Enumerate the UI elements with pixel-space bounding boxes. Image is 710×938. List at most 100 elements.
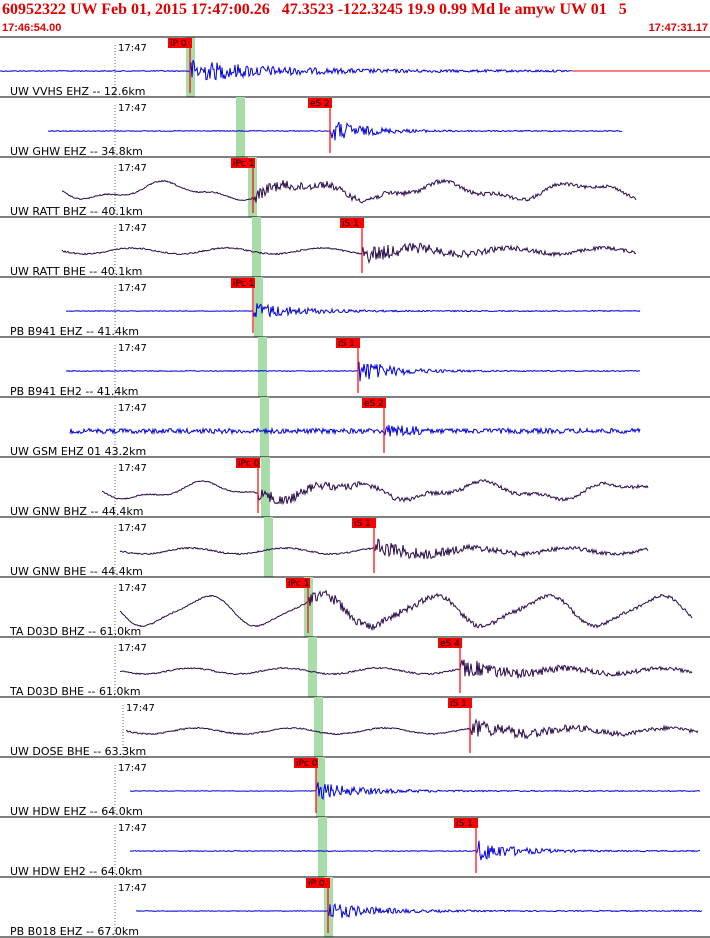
waveform-trace[interactable] (65, 361, 641, 382)
phase-pick-label: iS 1 (354, 519, 371, 529)
trace-row[interactable]: 17:47 iS 1 UW DOSE BHE -- 63.3km (0, 697, 710, 758)
waveform-trace[interactable] (119, 589, 693, 632)
waveform-trace[interactable] (0, 59, 573, 81)
phase-pick-label: iS 1 (338, 339, 355, 349)
trace-row[interactable]: 17:47 eS 2 UW GHW EHZ -- 34.8km (0, 97, 710, 158)
waveform-trace[interactable] (129, 782, 701, 800)
phase-pick-label: eS 2 (310, 99, 330, 109)
station-channel-label: TA D03D BHE -- 61.0km (9, 685, 141, 698)
station-channel-label: UW HDW EH2 -- 64.0km (10, 865, 142, 878)
pick-window-band (254, 277, 263, 337)
waveform-trace[interactable] (66, 303, 641, 318)
phase-pick-marker[interactable] (438, 638, 462, 648)
minute-tick-label: 17:47 (118, 883, 147, 894)
phase-pick-marker[interactable] (454, 818, 478, 828)
phase-pick-marker[interactable] (231, 158, 255, 168)
station-channel-label: UW DOSE BHE -- 63.3km (10, 745, 146, 758)
phase-pick-marker[interactable] (336, 338, 360, 348)
pick-window-band (260, 397, 269, 457)
trace-row[interactable]: 17:47 iPc 1 TA D03D BHZ -- 61.0km (0, 577, 710, 638)
pick-window-band (252, 217, 261, 277)
minute-tick-label: 17:47 (118, 283, 147, 294)
waveform-trace[interactable] (101, 478, 649, 506)
phase-pick-label: iP 0 (170, 39, 187, 49)
trace-row[interactable]: 17:47 iP 0 UW VVHS EHZ -- 12.6km (0, 37, 710, 98)
event-header-title: 60952322 UW Feb 01, 2015 17:47:00.26 47.… (2, 1, 627, 18)
trace-row[interactable]: 17:47 eS 4 TA D03D BHE -- 61.0km (0, 637, 710, 698)
minute-tick-label: 17:47 (118, 763, 147, 774)
phase-pick-marker[interactable] (340, 218, 364, 228)
phase-pick-marker[interactable] (306, 878, 330, 888)
station-channel-label: UW RATT BHZ -- 40.1km (10, 205, 143, 218)
trace-row[interactable]: 17:47 iP 0 PB B018 EHZ -- 67.0km (0, 877, 710, 938)
waveform-trace[interactable] (47, 121, 623, 141)
station-channel-label: UW GHW EHZ -- 34.8km (10, 145, 143, 158)
waveform-trace[interactable] (125, 718, 699, 740)
pick-window-band (236, 97, 245, 157)
phase-pick-label: iPc 0 (296, 759, 318, 769)
phase-pick-marker[interactable] (231, 278, 255, 288)
phase-pick-label: eS 4 (440, 639, 460, 649)
phase-pick-marker[interactable] (236, 458, 260, 468)
pick-window-band (258, 337, 267, 397)
phase-pick-label: iS 1 (342, 219, 359, 229)
station-channel-label: PB B018 EHZ -- 67.0km (10, 925, 139, 938)
phase-pick-marker[interactable] (362, 398, 386, 408)
phase-pick-marker[interactable] (168, 38, 192, 48)
phase-pick-label: iPc 0 (238, 459, 260, 469)
minute-tick-label: 17:47 (118, 583, 147, 594)
waveform-trace[interactable] (135, 903, 703, 919)
minute-tick-label: 17:47 (118, 643, 147, 654)
trace-row[interactable]: 17:47 iS 1 UW GNW BHE -- 44.4km (0, 517, 710, 578)
waveform-trace[interactable] (61, 242, 637, 265)
minute-tick-label: 17:47 (118, 463, 147, 474)
station-channel-label: UW GNW BHZ -- 44.4km (10, 505, 143, 518)
station-channel-label: UW GSM EHZ 01 43.2km (10, 445, 146, 458)
phase-pick-label: iP 0 (308, 879, 325, 889)
waveform-trace[interactable] (119, 659, 693, 679)
station-channel-label: UW VVHS EHZ -- 12.6km (10, 85, 146, 98)
minute-tick-label: 17:47 (118, 103, 147, 114)
phase-pick-label: eS 2 (364, 399, 384, 409)
waveform-trace[interactable] (69, 424, 641, 437)
minute-tick-label: 17:47 (118, 343, 147, 354)
pick-window-band (308, 637, 317, 697)
trace-row[interactable]: 17:47 iPc 1 PB B941 EHZ -- 41.4km (0, 277, 710, 338)
window-start-time: 17:46:54.00 (2, 22, 62, 34)
phase-pick-marker[interactable] (286, 578, 310, 588)
station-channel-label: TA D03D BHZ -- 61.0km (9, 625, 141, 638)
waveform-trace[interactable] (119, 538, 649, 560)
trace-row[interactable]: 17:47 iS 1 UW HDW EH2 -- 64.0km (0, 817, 710, 878)
station-channel-label: UW HDW EHZ -- 64.0km (10, 805, 143, 818)
phase-pick-marker[interactable] (308, 98, 332, 108)
trace-row[interactable]: 17:47 iS 1 UW RATT BHE -- 40.1km (0, 217, 710, 278)
minute-tick-label: 17:47 (118, 223, 147, 234)
waveform-trace[interactable] (61, 178, 637, 204)
phase-pick-label: iS 1 (450, 699, 467, 709)
pick-window-band (264, 517, 273, 577)
pick-window-band (318, 817, 327, 877)
minute-tick-label: 17:47 (118, 163, 147, 174)
trace-row[interactable]: 17:47 iPc 0 UW HDW EHZ -- 64.0km (0, 757, 710, 818)
minute-tick-label: 17:47 (126, 703, 155, 714)
station-channel-label: UW GNW BHE -- 44.4km (10, 565, 143, 578)
phase-pick-marker[interactable] (352, 518, 376, 528)
phase-pick-label: iS 1 (456, 819, 473, 829)
minute-tick-label: 17:47 (118, 823, 147, 834)
trace-row[interactable]: 17:47 iPc 1 UW RATT BHZ -- 40.1km (0, 157, 710, 218)
station-channel-label: UW RATT BHE -- 40.1km (10, 265, 142, 278)
trace-row[interactable]: 17:47 eS 2 UW GSM EHZ 01 43.2km (0, 397, 710, 458)
station-channel-label: PB B941 EHZ -- 41.4km (10, 325, 139, 338)
phase-pick-marker[interactable] (294, 758, 318, 768)
waveform-trace[interactable] (129, 840, 701, 861)
phase-pick-label: iPc 1 (288, 579, 309, 589)
pick-window-band (316, 757, 325, 817)
minute-tick-label: 17:47 (118, 523, 147, 534)
pick-window-band (261, 457, 270, 517)
phase-pick-marker[interactable] (448, 698, 472, 708)
trace-row[interactable]: 17:47 iS 1 PB B941 EH2 -- 41.4km (0, 337, 710, 398)
phase-pick-label: iPc 1 (233, 279, 254, 289)
phase-pick-label: iPc 1 (233, 159, 254, 169)
trace-row[interactable]: 17:47 iPc 0 UW GNW BHZ -- 44.4km (0, 457, 710, 518)
